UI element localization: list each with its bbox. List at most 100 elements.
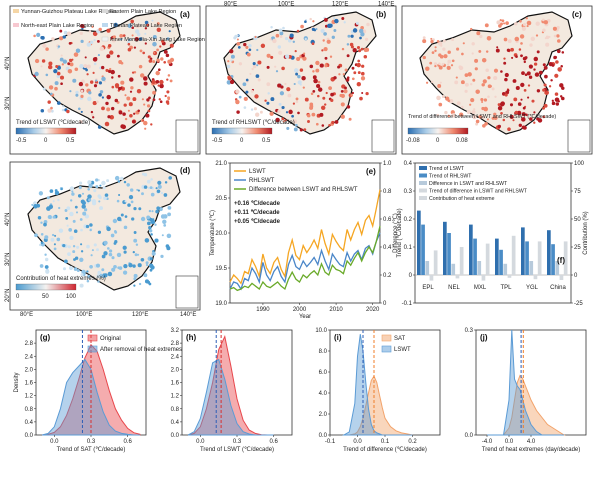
lake-marker — [55, 65, 59, 68]
lake-marker — [512, 119, 515, 122]
lake-marker — [551, 99, 554, 102]
lake-marker — [102, 186, 106, 190]
lake-marker — [109, 115, 115, 120]
lake-marker — [506, 89, 510, 92]
lake-marker — [140, 216, 146, 222]
lake-marker — [509, 114, 514, 119]
x-tick-label: -4.0 — [482, 439, 493, 445]
lake-marker — [491, 87, 495, 91]
lake-marker — [75, 90, 79, 95]
lake-marker — [291, 114, 294, 118]
lake-marker — [119, 34, 124, 38]
lake-marker — [524, 73, 528, 77]
lake-marker — [236, 38, 239, 41]
lake-marker — [302, 86, 305, 89]
lake-marker — [143, 76, 148, 81]
lake-marker — [496, 20, 501, 25]
lake-marker — [284, 82, 287, 86]
lake-marker — [66, 31, 72, 37]
lake-marker — [63, 30, 68, 35]
lake-marker — [425, 66, 430, 71]
lake-marker — [312, 90, 316, 93]
bar — [417, 210, 421, 275]
lake-marker — [520, 54, 523, 58]
density-area — [343, 375, 413, 436]
lake-marker — [149, 186, 153, 190]
lake-marker — [434, 49, 437, 53]
lake-marker — [275, 33, 280, 38]
panel-label-e: (e) — [366, 167, 376, 176]
colorbar-title-c: Trend of difference between LSWT and RHL… — [408, 114, 556, 120]
lake-marker — [312, 70, 315, 73]
lake-marker — [279, 31, 284, 36]
lake-marker — [44, 235, 49, 240]
lake-marker — [143, 173, 148, 177]
lake-marker — [111, 76, 114, 79]
lon-tick-120: 120°E — [332, 2, 348, 8]
lake-marker — [554, 92, 559, 96]
lake-marker — [458, 65, 464, 71]
lake-marker — [123, 250, 127, 254]
bar-chart-f: EPL NEL MXL TPL YGL China -0.1 0 0.1 0.2 0.3 0.4 -25… — [397, 161, 589, 307]
lake-marker — [341, 17, 345, 20]
lon-tick-120-d: 120°E — [132, 312, 148, 318]
lake-marker — [559, 95, 563, 98]
lake-marker — [464, 89, 468, 93]
map-panel-b: (b) Trend of RHLSWT (℃/decade) -0.5 0 0.… — [205, 2, 397, 155]
lake-marker — [133, 112, 136, 115]
x-tick-label: 1990 — [256, 307, 270, 313]
south-china-sea-inset — [175, 119, 199, 153]
lake-marker — [45, 73, 49, 77]
lake-marker — [535, 21, 540, 26]
legend-swatch — [419, 166, 427, 170]
y2-tick-label: 25 — [574, 245, 581, 251]
lake-marker — [99, 90, 104, 94]
lake-marker — [81, 204, 86, 209]
lake-marker — [126, 183, 130, 187]
category-label: EPL — [422, 285, 434, 291]
lake-marker — [503, 22, 506, 25]
lake-marker — [150, 178, 153, 181]
lake-marker — [157, 84, 160, 87]
colorbar-tick-a-max: 0.5 — [66, 138, 75, 144]
lake-marker — [101, 180, 106, 186]
y-tick-label: 20.5 — [215, 196, 227, 202]
lake-marker — [561, 86, 565, 90]
lake-marker — [59, 75, 65, 80]
lat-tick-40-d: 40°N — [5, 213, 11, 226]
lake-marker — [340, 114, 345, 119]
lake-marker — [160, 254, 164, 259]
x-tick-label: 0.1 — [381, 439, 390, 445]
lake-marker — [464, 73, 469, 77]
lake-marker — [70, 199, 73, 202]
lake-marker — [307, 120, 310, 123]
lake-marker — [113, 264, 117, 269]
lake-marker — [474, 58, 479, 63]
lake-marker — [90, 40, 94, 44]
lake-marker — [144, 20, 149, 25]
lake-marker — [87, 180, 92, 185]
lake-marker — [89, 223, 93, 227]
bar — [495, 238, 499, 275]
lake-marker — [542, 18, 545, 22]
lake-marker — [111, 85, 115, 89]
lake-marker — [527, 96, 530, 99]
lake-marker — [74, 205, 78, 209]
lake-marker — [439, 54, 444, 59]
lake-marker — [69, 235, 74, 241]
bar — [473, 238, 477, 275]
lake-marker — [431, 51, 435, 54]
category-label: MXL — [474, 285, 487, 291]
lake-marker — [95, 79, 98, 82]
lake-marker — [105, 68, 109, 72]
lake-marker — [95, 263, 101, 268]
y2-tick-label: -25 — [574, 301, 583, 307]
lake-marker — [79, 257, 84, 262]
lake-marker — [122, 34, 126, 37]
y2-tick-label: 0 — [383, 301, 387, 307]
lake-marker — [136, 88, 142, 94]
lake-marker — [120, 213, 124, 217]
colorbar-gradient-b — [211, 127, 273, 135]
lake-marker — [324, 103, 327, 106]
lake-marker — [236, 41, 241, 46]
